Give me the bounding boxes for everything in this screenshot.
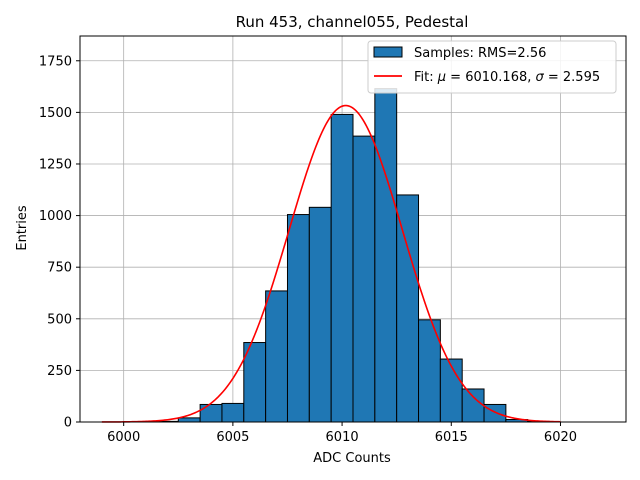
histogram-bar xyxy=(439,358,463,423)
legend-fit-label: Fit: μ = 6010.168, σ = 2.595 xyxy=(414,70,600,85)
histogram-bar xyxy=(199,403,223,423)
y-tick-label: 1000 xyxy=(39,209,72,224)
x-tick-label: 6000 xyxy=(107,430,140,445)
fit-curve xyxy=(101,104,561,423)
y-tick-label: 1750 xyxy=(39,54,72,69)
legend-fit-mu-symbol: μ xyxy=(437,70,446,85)
y-tick-label: 250 xyxy=(47,364,72,379)
histogram-bar xyxy=(461,388,485,423)
histogram-bars xyxy=(155,88,551,423)
legend-fit-prefix: Fit: xyxy=(414,70,438,85)
histogram-bar xyxy=(374,88,398,423)
x-tick-label: 6010 xyxy=(326,430,359,445)
y-tick-label: 1500 xyxy=(39,106,72,121)
y-tick-label: 1250 xyxy=(39,157,72,172)
legend-histogram-label: Samples: RMS=2.56 xyxy=(414,46,546,61)
legend-box xyxy=(367,40,617,94)
legend-histogram-swatch xyxy=(373,46,403,58)
y-tick-label: 750 xyxy=(47,261,72,276)
histogram-bar xyxy=(396,194,420,423)
y-axis-label: Entries xyxy=(15,205,30,251)
legend-fit-sigma-symbol: σ xyxy=(536,70,545,85)
y-tick-label: 500 xyxy=(47,312,72,327)
histogram-bar xyxy=(330,113,354,423)
histogram-bar xyxy=(265,290,288,423)
legend: Samples: RMS=2.56 Fit: μ = 6010.168, σ =… xyxy=(367,40,617,94)
y-axis-ticks: 0 250 500 750 1000 1250 1500 1750 xyxy=(39,54,80,431)
fit-curve-group xyxy=(101,104,561,423)
x-axis-ticks: 6000 6005 6010 6015 6020 xyxy=(107,422,577,445)
histogram-bar xyxy=(221,402,245,423)
histogram-bar xyxy=(352,135,376,423)
histogram-bar xyxy=(286,214,310,423)
legend-fit-sigma-value: = 2.595 xyxy=(544,70,600,85)
y-tick-label: 0 xyxy=(64,416,72,431)
x-tick-label: 6020 xyxy=(544,430,577,445)
x-tick-label: 6015 xyxy=(435,430,468,445)
legend-fit-mu-value: = 6010.168, xyxy=(446,70,535,85)
chart-title: Run 453, channel055, Pedestal xyxy=(236,13,469,31)
x-tick-label: 6005 xyxy=(216,430,249,445)
histogram-bar xyxy=(308,206,332,423)
x-axis-label: ADC Counts xyxy=(313,451,391,466)
histogram-bar xyxy=(243,342,267,423)
histogram-bar xyxy=(177,417,201,423)
plot-frame xyxy=(79,35,627,423)
